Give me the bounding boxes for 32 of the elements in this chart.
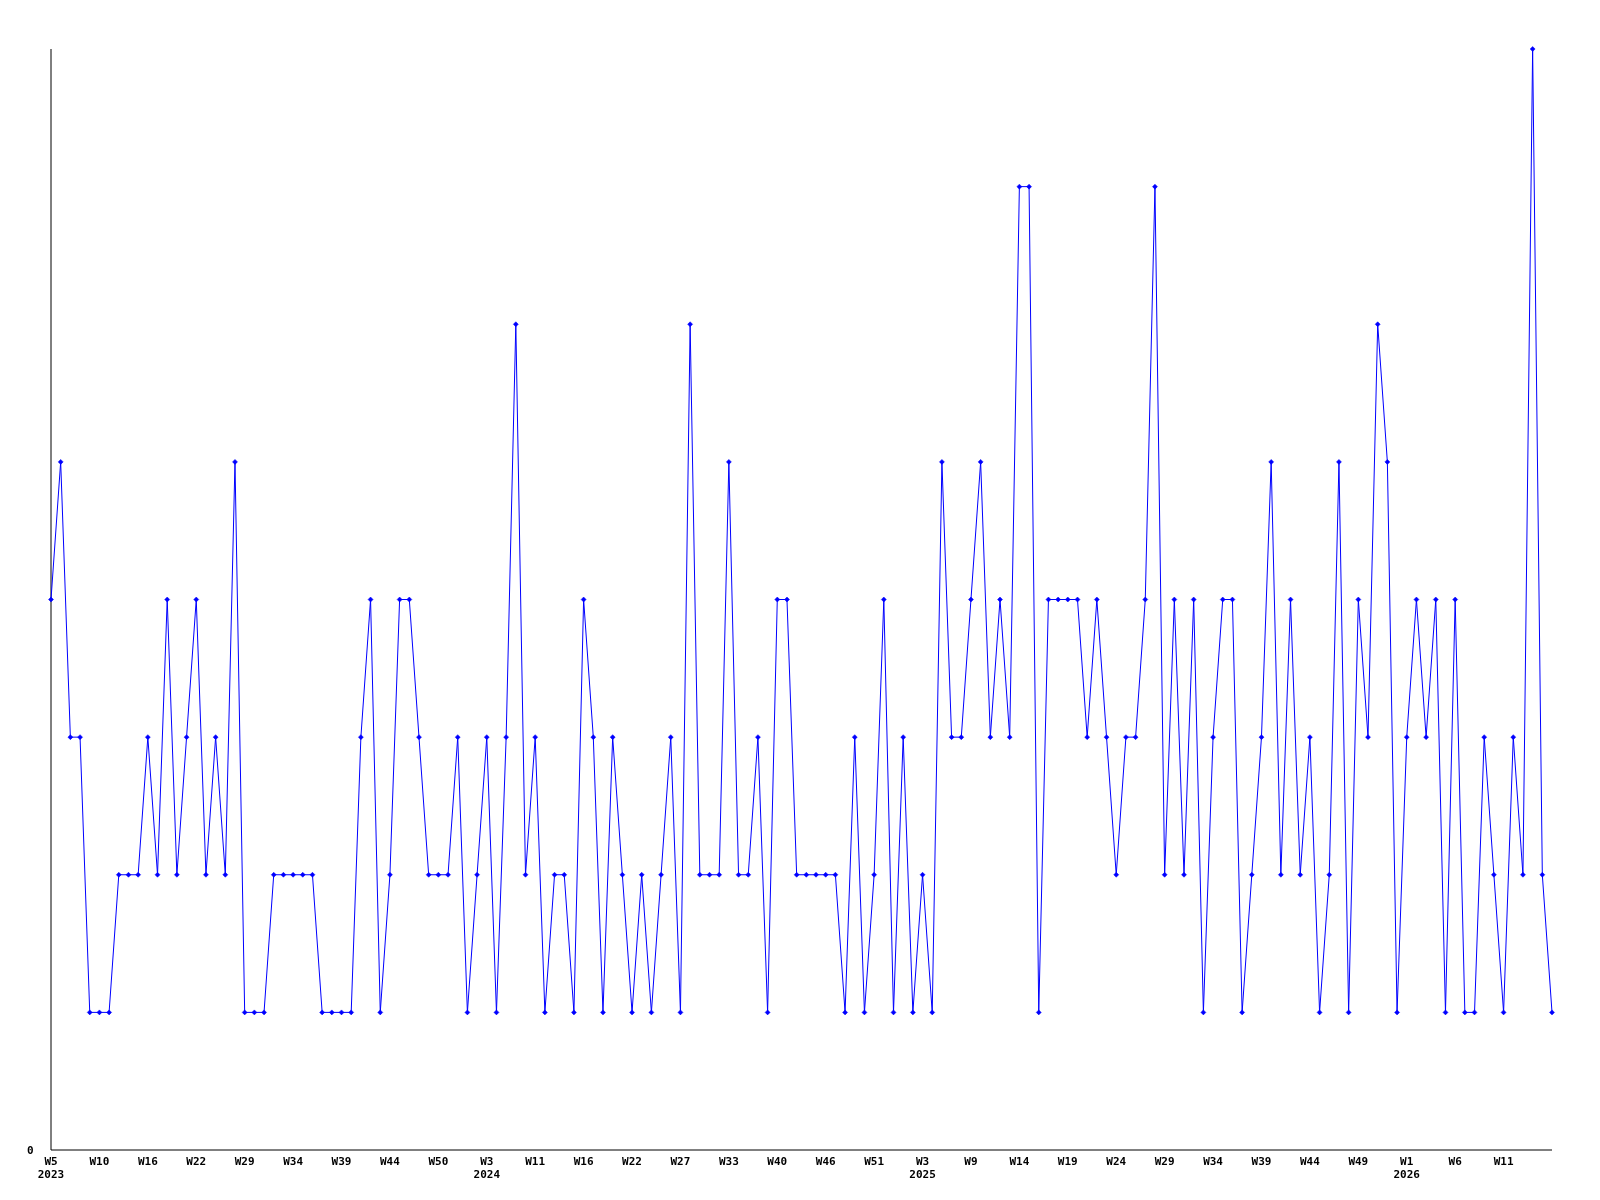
x-tick-label: W16 [573,1155,594,1168]
x-tick-label: W29 [1154,1155,1175,1168]
x-tick-label: W33 [718,1155,739,1168]
x-tick-label: W5 2023 [37,1155,65,1181]
x-tick-label: W49 [1348,1155,1369,1168]
x-tick-label: W19 [1057,1155,1078,1168]
x-tick-label: W40 [767,1155,788,1168]
x-tick-label: W22 [186,1155,207,1168]
x-tick-label: W27 [670,1155,691,1168]
x-tick-label: W44 [380,1155,401,1168]
x-tick-label: W44 [1299,1155,1321,1168]
x-tick-label: W34 [283,1155,304,1168]
x-tick-label: W11 [1493,1155,1514,1168]
x-tick-label: W24 [1106,1155,1127,1168]
x-tick-label: W39 [1251,1155,1272,1168]
x-tick-label: W16 [137,1155,159,1168]
x-tick-label: W6 [1448,1155,1463,1168]
x-tick-label: W1 2026 [1393,1155,1421,1181]
x-tick-label: W11 [525,1155,546,1168]
x-tick-label: W10 [89,1155,110,1168]
x-tick-label: W51 [864,1155,885,1168]
x-tick-label: W22 [622,1155,642,1168]
text: 0 [27,1144,34,1157]
x-tick-label: W39 [331,1155,352,1168]
x-tick-label: W3 2025 [909,1155,936,1181]
x-tick-label: W50 [428,1155,449,1168]
x-tick-label: W34 [1203,1155,1224,1168]
x-tick-label: W29 [234,1155,255,1168]
x-tick-label: W46 [815,1155,837,1168]
x-tick-label: W9 [964,1155,978,1168]
x-tick-label: W14 [1009,1155,1030,1168]
x-tick-label: W3 2024 [473,1155,501,1181]
